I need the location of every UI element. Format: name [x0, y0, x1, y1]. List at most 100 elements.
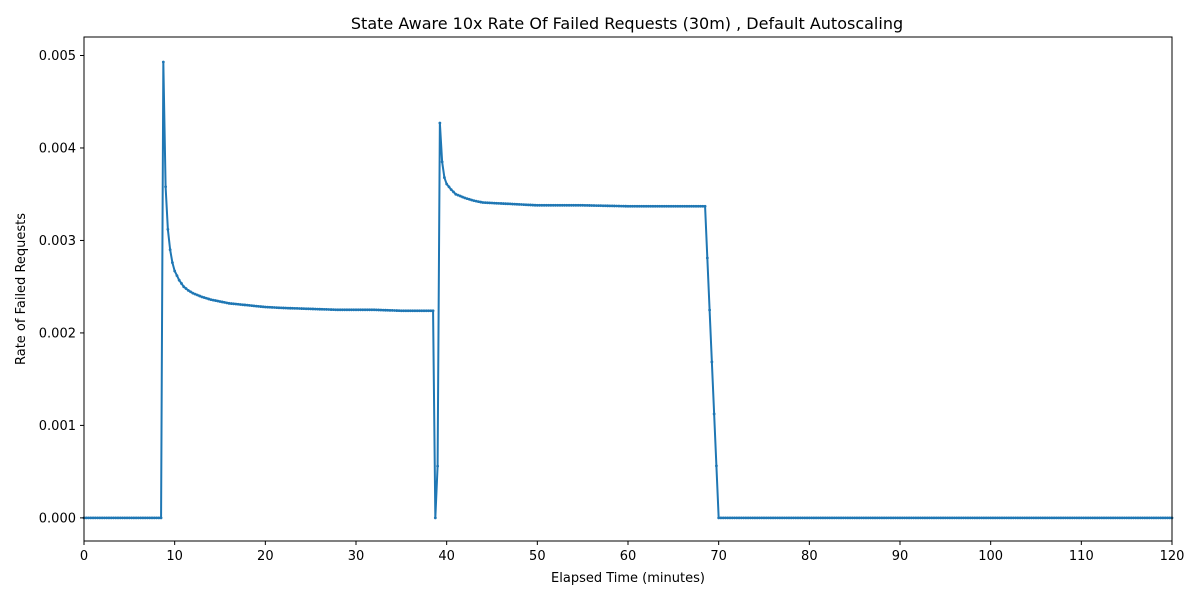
- data-point: [699, 204, 702, 208]
- data-point: [1093, 516, 1097, 520]
- x-tick-label: 100: [978, 549, 1003, 564]
- data-point: [794, 516, 798, 520]
- data-point: [504, 202, 507, 206]
- data-point: [599, 204, 603, 208]
- data-point: [1116, 516, 1119, 520]
- data-point: [234, 302, 238, 306]
- data-point: [284, 306, 288, 310]
- data-point: [855, 516, 859, 520]
- data-point: [826, 516, 829, 520]
- data-point: [656, 204, 659, 208]
- data-point: [422, 309, 426, 313]
- data-point: [506, 202, 510, 206]
- data-point: [1161, 516, 1165, 520]
- data-point: [1159, 516, 1163, 520]
- y-tick-label: 0.001: [39, 419, 76, 434]
- data-point: [531, 203, 535, 207]
- data-point: [409, 309, 412, 313]
- data-point: [982, 516, 986, 520]
- data-point: [440, 160, 444, 164]
- data-point: [841, 516, 845, 520]
- data-point: [159, 516, 163, 520]
- data-point: [293, 306, 297, 310]
- data-point: [608, 204, 612, 208]
- data-point: [588, 204, 591, 207]
- data-point: [347, 308, 351, 312]
- data-point: [993, 516, 997, 520]
- data-point: [610, 204, 614, 208]
- data-point: [191, 291, 195, 295]
- data-point: [667, 204, 671, 208]
- data-point: [862, 516, 866, 520]
- data-point: [903, 516, 906, 520]
- data-point: [331, 308, 335, 312]
- data-point: [1125, 516, 1129, 520]
- data-point: [282, 306, 285, 310]
- data-point: [127, 516, 131, 520]
- data-point: [186, 288, 190, 292]
- data-point: [155, 516, 158, 520]
- y-axis: 0.000 0.001 0.002 0.003 0.004 0.005: [39, 49, 84, 526]
- data-point: [1104, 516, 1108, 520]
- data-point: [316, 307, 319, 311]
- data-point: [177, 278, 181, 282]
- data-point: [320, 307, 324, 311]
- data-point: [882, 516, 886, 520]
- data-point: [948, 516, 952, 520]
- data-point: [449, 188, 453, 191]
- data-point: [649, 204, 653, 208]
- data-point: [1091, 516, 1095, 520]
- data-point: [1036, 516, 1040, 520]
- data-point: [592, 204, 596, 207]
- data-point: [1059, 516, 1063, 520]
- data-point: [171, 261, 174, 265]
- data-point: [261, 305, 265, 309]
- data-point: [798, 516, 802, 520]
- plot-frame: [83, 36, 1173, 542]
- data-point: [950, 516, 954, 520]
- data-point: [962, 516, 965, 520]
- data-point: [354, 308, 358, 312]
- data-point: [642, 204, 646, 208]
- data-point: [941, 516, 945, 520]
- data-point: [996, 516, 999, 520]
- data-point: [470, 198, 473, 202]
- data-point: [989, 516, 993, 520]
- data-point: [803, 516, 807, 520]
- data-point: [205, 296, 208, 300]
- plot-area: [82, 60, 1174, 520]
- data-point: [114, 516, 118, 520]
- data-point: [574, 203, 578, 207]
- data-point: [939, 516, 943, 520]
- x-tick-label: 10: [166, 549, 183, 564]
- data-point: [1082, 516, 1085, 520]
- data-point: [633, 204, 637, 208]
- data-point: [635, 204, 639, 208]
- data-point: [919, 516, 922, 520]
- data-point: [749, 516, 752, 520]
- data-point: [368, 308, 371, 312]
- data-point: [341, 308, 344, 312]
- data-point: [377, 308, 381, 312]
- y-tick-label: 0.003: [39, 234, 76, 249]
- data-point: [304, 307, 308, 311]
- data-point: [1039, 516, 1042, 520]
- data-point: [395, 309, 399, 312]
- data-point: [134, 516, 138, 520]
- data-point: [613, 204, 616, 208]
- data-point: [857, 516, 861, 520]
- data-point: [200, 295, 204, 299]
- data-point: [742, 516, 745, 520]
- data-point: [968, 516, 972, 520]
- data-point: [889, 516, 893, 520]
- data-point: [399, 309, 403, 313]
- data-point: [520, 203, 523, 206]
- data-point: [1025, 516, 1029, 520]
- data-point: [209, 298, 213, 302]
- data-point: [150, 516, 154, 520]
- data-point: [343, 308, 347, 312]
- data-point: [467, 197, 471, 201]
- data-point: [542, 203, 546, 207]
- data-point: [454, 192, 458, 196]
- series-line: [84, 60, 1172, 519]
